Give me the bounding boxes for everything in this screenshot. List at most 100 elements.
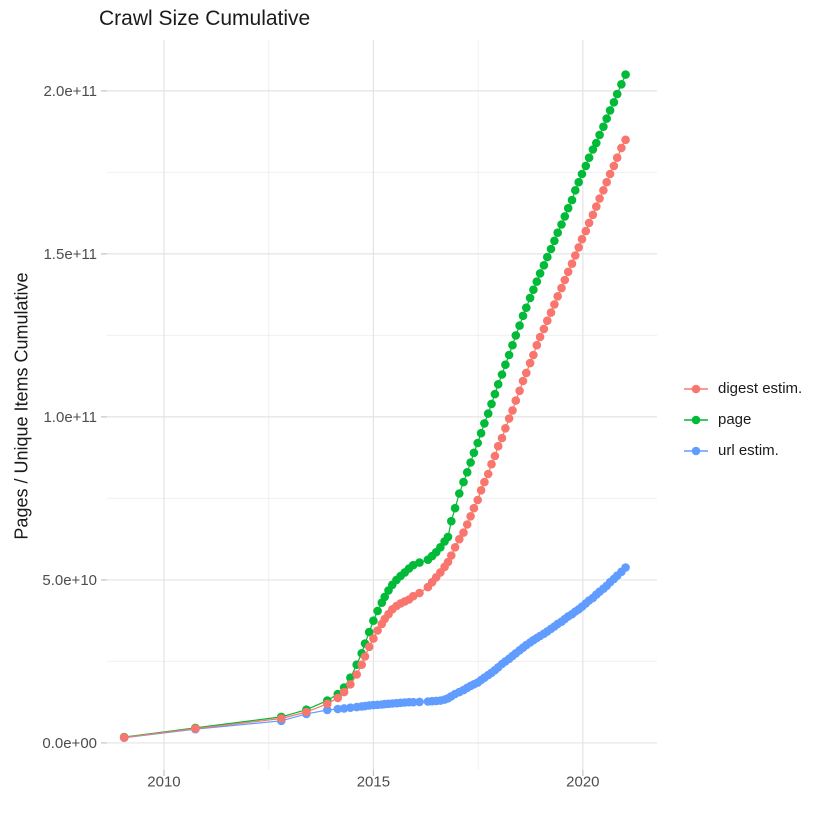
data-point-digest-estim-	[373, 626, 382, 635]
data-point-digest-estim-	[602, 177, 611, 187]
legend-item-digest-estim: digest estim.	[683, 378, 802, 399]
data-point-url-estim-	[415, 697, 424, 707]
data-point-page	[508, 340, 517, 350]
data-point-page	[525, 293, 535, 303]
data-point-page	[563, 203, 573, 213]
data-point-digest-estim-	[546, 308, 556, 317]
legend: digest estim. page url estim.	[683, 378, 802, 461]
data-point-url-estim-	[333, 704, 343, 714]
data-point-page	[574, 177, 583, 187]
data-point-digest-estim-	[535, 332, 545, 342]
data-point-digest-estim-	[360, 652, 370, 661]
data-point-digest-estim-	[518, 376, 528, 386]
x-tick-label: 2020	[566, 774, 599, 791]
data-point-digest-estim-	[605, 169, 615, 179]
data-point-page	[529, 285, 538, 295]
data-point-page	[487, 399, 496, 409]
data-point-digest-estim-	[364, 642, 374, 652]
y-tick-label: 1.0e+11	[43, 409, 97, 426]
data-point-page	[493, 380, 503, 389]
data-point-page	[466, 458, 475, 467]
data-point-page	[577, 169, 587, 179]
data-point-page	[617, 80, 626, 89]
data-point-page	[450, 503, 460, 513]
data-point-digest-estim-	[508, 406, 517, 415]
data-point-digest-estim-	[493, 441, 503, 451]
data-point-digest-estim-	[557, 283, 566, 293]
data-point-digest-estim-	[490, 451, 500, 461]
data-point-digest-estim-	[302, 707, 311, 717]
data-point-digest-estim-	[584, 218, 594, 228]
data-point-page	[553, 228, 562, 237]
data-point-digest-estim-	[621, 135, 630, 145]
data-point-digest-estim-	[483, 469, 493, 479]
data-point-digest-estim-	[339, 687, 349, 697]
data-point-digest-estim-	[599, 186, 608, 195]
data-point-page	[469, 448, 479, 458]
data-point-page	[490, 389, 500, 399]
data-point-page	[515, 321, 524, 330]
y-axis-title: Pages / Unique Items Cumulative	[11, 272, 32, 540]
data-point-page	[501, 360, 510, 370]
data-point-digest-estim-	[550, 300, 559, 309]
data-point-digest-estim-	[563, 267, 573, 277]
data-point-digest-estim-	[352, 670, 362, 679]
data-point-page	[459, 477, 468, 487]
data-point-digest-estim-	[588, 210, 598, 220]
data-point-digest-estim-	[595, 194, 604, 203]
data-point-digest-estim-	[469, 503, 479, 513]
data-point-digest-estim-	[539, 324, 549, 334]
data-point-digest-estim-	[504, 414, 514, 423]
legend-label-digest-estim: digest estim.	[718, 380, 803, 397]
data-point-digest-estim-	[553, 292, 562, 301]
data-point-url-estim-	[323, 705, 332, 715]
data-point-page	[546, 244, 556, 254]
legend-key-url-estim-icon	[684, 446, 708, 455]
y-tick-label: 5.0e+10	[42, 572, 97, 589]
data-point-digest-estim-	[511, 396, 521, 405]
data-point-url-estim-	[339, 704, 349, 713]
data-point-digest-estim-	[574, 243, 583, 252]
data-point-digest-estim-	[609, 161, 619, 171]
data-point-page	[532, 277, 542, 286]
data-point-page	[602, 114, 611, 123]
data-point-page	[539, 261, 549, 270]
data-point-page	[369, 616, 378, 625]
data-point-digest-estim-	[560, 275, 570, 285]
data-point-digest-estim-	[532, 340, 542, 350]
data-point-digest-estim-	[592, 202, 601, 211]
data-point-digest-estim-	[323, 699, 332, 709]
y-tick-label: 2.0e+11	[43, 83, 97, 100]
data-point-url-estim-	[408, 697, 418, 707]
data-point-page	[462, 468, 472, 477]
data-point-page	[455, 489, 464, 498]
data-point-digest-estim-	[466, 512, 475, 521]
data-point-page	[550, 236, 559, 246]
data-point-digest-estim-	[581, 226, 591, 236]
data-point-digest-estim-	[529, 350, 538, 360]
data-point-digest-estim-	[119, 733, 129, 742]
data-point-digest-estim-	[346, 680, 355, 689]
data-point-page	[480, 419, 489, 428]
data-point-digest-estim-	[480, 477, 489, 487]
data-point-page	[522, 303, 531, 313]
data-point-digest-estim-	[369, 634, 378, 643]
y-tick-label: 1.5e+11	[43, 246, 97, 263]
data-point-page	[592, 138, 601, 148]
data-point-digest-estim-	[473, 495, 483, 505]
data-point-digest-estim-	[515, 386, 524, 396]
data-point-page	[518, 311, 528, 321]
data-point-digest-estim-	[447, 551, 456, 560]
legend-item-url-estim: url estim.	[683, 440, 802, 461]
data-point-page	[504, 350, 514, 360]
data-point-page	[560, 212, 570, 221]
legend-label-page: page	[718, 411, 752, 428]
data-point-digest-estim-	[191, 724, 200, 733]
data-point-page	[443, 532, 453, 542]
y-tick-label: 0.0e+00	[42, 735, 97, 752]
data-point-digest-estim-	[415, 588, 424, 598]
data-point-digest-estim-	[450, 543, 460, 552]
data-point-page	[609, 98, 619, 107]
